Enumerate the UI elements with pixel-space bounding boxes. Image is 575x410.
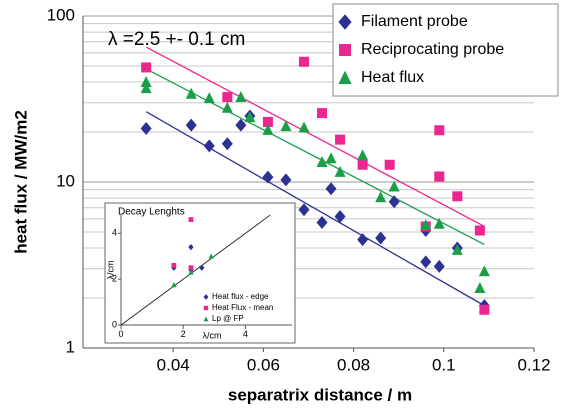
fit-line <box>145 68 485 246</box>
x-tick-label: 2 <box>181 329 186 339</box>
marker <box>262 123 274 135</box>
marker <box>140 82 152 94</box>
marker <box>316 155 328 167</box>
legend-label: Heat flux - edge <box>212 292 269 301</box>
marker <box>185 118 197 132</box>
y-tick-label: 4 <box>112 228 117 238</box>
marker <box>335 134 346 145</box>
y-tick-label: 10 <box>56 171 75 190</box>
marker <box>420 255 432 269</box>
marker <box>384 159 395 170</box>
marker <box>334 209 346 223</box>
marker <box>317 108 328 119</box>
marker <box>188 217 194 222</box>
y-tick-label: 0 <box>112 319 117 329</box>
marker <box>433 217 445 229</box>
inset-title: Decay Lenghts <box>118 207 185 218</box>
fit-line <box>145 111 485 307</box>
marker <box>298 121 310 133</box>
inset-background <box>104 202 296 344</box>
marker <box>171 263 177 268</box>
marker <box>474 225 485 236</box>
marker <box>334 165 346 177</box>
marker <box>221 137 233 151</box>
marker <box>478 265 490 277</box>
legend-label: Filament probe <box>361 13 468 30</box>
marker <box>280 120 292 132</box>
marker <box>298 56 309 67</box>
legend-label: Reciprocating probe <box>361 41 504 58</box>
marker <box>357 159 368 170</box>
y-tick-label: 100 <box>47 5 75 24</box>
marker <box>140 76 152 88</box>
x-tick-label: 4 <box>243 329 248 339</box>
marker <box>244 111 256 123</box>
marker <box>221 101 233 113</box>
marker <box>203 316 209 322</box>
marker <box>280 173 292 187</box>
marker <box>141 62 152 73</box>
marker <box>188 269 194 275</box>
marker <box>185 87 197 99</box>
marker <box>479 304 490 315</box>
marker <box>325 152 337 164</box>
marker <box>203 305 209 311</box>
marker <box>325 182 337 196</box>
marker <box>140 122 152 136</box>
marker <box>434 125 445 136</box>
fit-line <box>145 46 485 227</box>
marker <box>208 253 214 259</box>
x-tick-label: 0.06 <box>247 356 280 375</box>
marker <box>171 282 177 288</box>
marker <box>434 171 445 182</box>
marker <box>451 243 463 255</box>
marker <box>235 91 247 103</box>
x-axis-label: separatrix distance / m <box>228 385 412 404</box>
marker <box>433 259 445 273</box>
legend-label: Heat flux <box>361 69 424 86</box>
x-axis-label: λ/cm <box>203 330 222 340</box>
y-axis-label: heat flux / MW/m2 <box>11 110 30 254</box>
identity-line <box>120 214 271 326</box>
legend-box <box>332 3 559 97</box>
y-tick-label: 2 <box>112 274 117 284</box>
x-tick-label: 0 <box>118 329 123 339</box>
marker <box>316 216 328 230</box>
marker <box>203 139 215 153</box>
marker <box>388 195 400 209</box>
x-tick-label: 0.08 <box>337 356 370 375</box>
legend-label: Heat Flux - mean <box>212 303 273 312</box>
marker <box>188 243 194 251</box>
marker <box>235 118 247 132</box>
marker <box>375 191 387 203</box>
marker <box>203 92 215 104</box>
marker <box>188 265 194 271</box>
marker <box>474 281 486 293</box>
marker <box>339 44 351 56</box>
marker <box>262 170 274 184</box>
x-tick-label: 0.1 <box>432 356 456 375</box>
marker <box>262 116 273 127</box>
marker <box>357 149 369 161</box>
marker <box>338 14 352 30</box>
y-axis-label: λ/cm <box>105 261 115 280</box>
marker <box>298 203 310 217</box>
marker <box>420 219 432 231</box>
marker <box>203 294 209 300</box>
y-tick-label: 1 <box>66 337 75 356</box>
marker <box>452 191 463 202</box>
marker <box>357 233 369 247</box>
marker <box>199 264 205 271</box>
marker <box>338 70 352 84</box>
x-tick-label: 0.04 <box>157 356 190 375</box>
marker <box>375 231 387 245</box>
marker <box>222 92 233 103</box>
x-tick-label: 0.12 <box>517 356 550 375</box>
marker <box>388 180 400 192</box>
legend-label: Lp @ FP <box>212 314 244 323</box>
annotation: λ =2.5 +- 0.1 cm <box>108 29 245 50</box>
